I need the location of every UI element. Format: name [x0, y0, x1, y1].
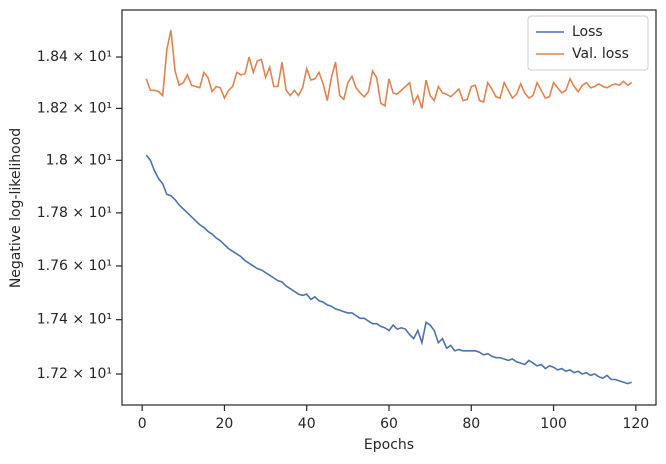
x-tick-label: 120	[622, 416, 649, 432]
y-tick-label: 1.78 × 10¹	[37, 205, 112, 221]
x-tick-label: 0	[138, 416, 147, 432]
series-line	[145, 30, 633, 109]
legend-label: Loss	[572, 24, 603, 40]
y-tick-label: 1.84 × 10¹	[37, 49, 112, 65]
x-tick-label: 60	[380, 416, 398, 432]
x-tick-label: 100	[540, 416, 567, 432]
x-axis-label: Epochs	[364, 437, 414, 453]
y-tick-label: 1.8 × 10¹	[46, 152, 112, 168]
x-tick-label: 40	[298, 416, 316, 432]
y-axis-label: Negative log-likelihood	[8, 128, 24, 288]
y-tick-label: 1.76 × 10¹	[37, 258, 112, 274]
y-tick-label: 1.82 × 10¹	[37, 100, 112, 116]
x-tick-label: 80	[462, 416, 480, 432]
plot-frame	[121, 9, 657, 406]
legend-box	[527, 15, 649, 71]
y-tick-label: 1.72 × 10¹	[37, 366, 112, 382]
x-tick-label: 20	[216, 416, 234, 432]
legend-label: Val. loss	[572, 46, 629, 62]
y-tick-label: 1.74 × 10¹	[37, 312, 112, 328]
series-line	[145, 154, 632, 385]
